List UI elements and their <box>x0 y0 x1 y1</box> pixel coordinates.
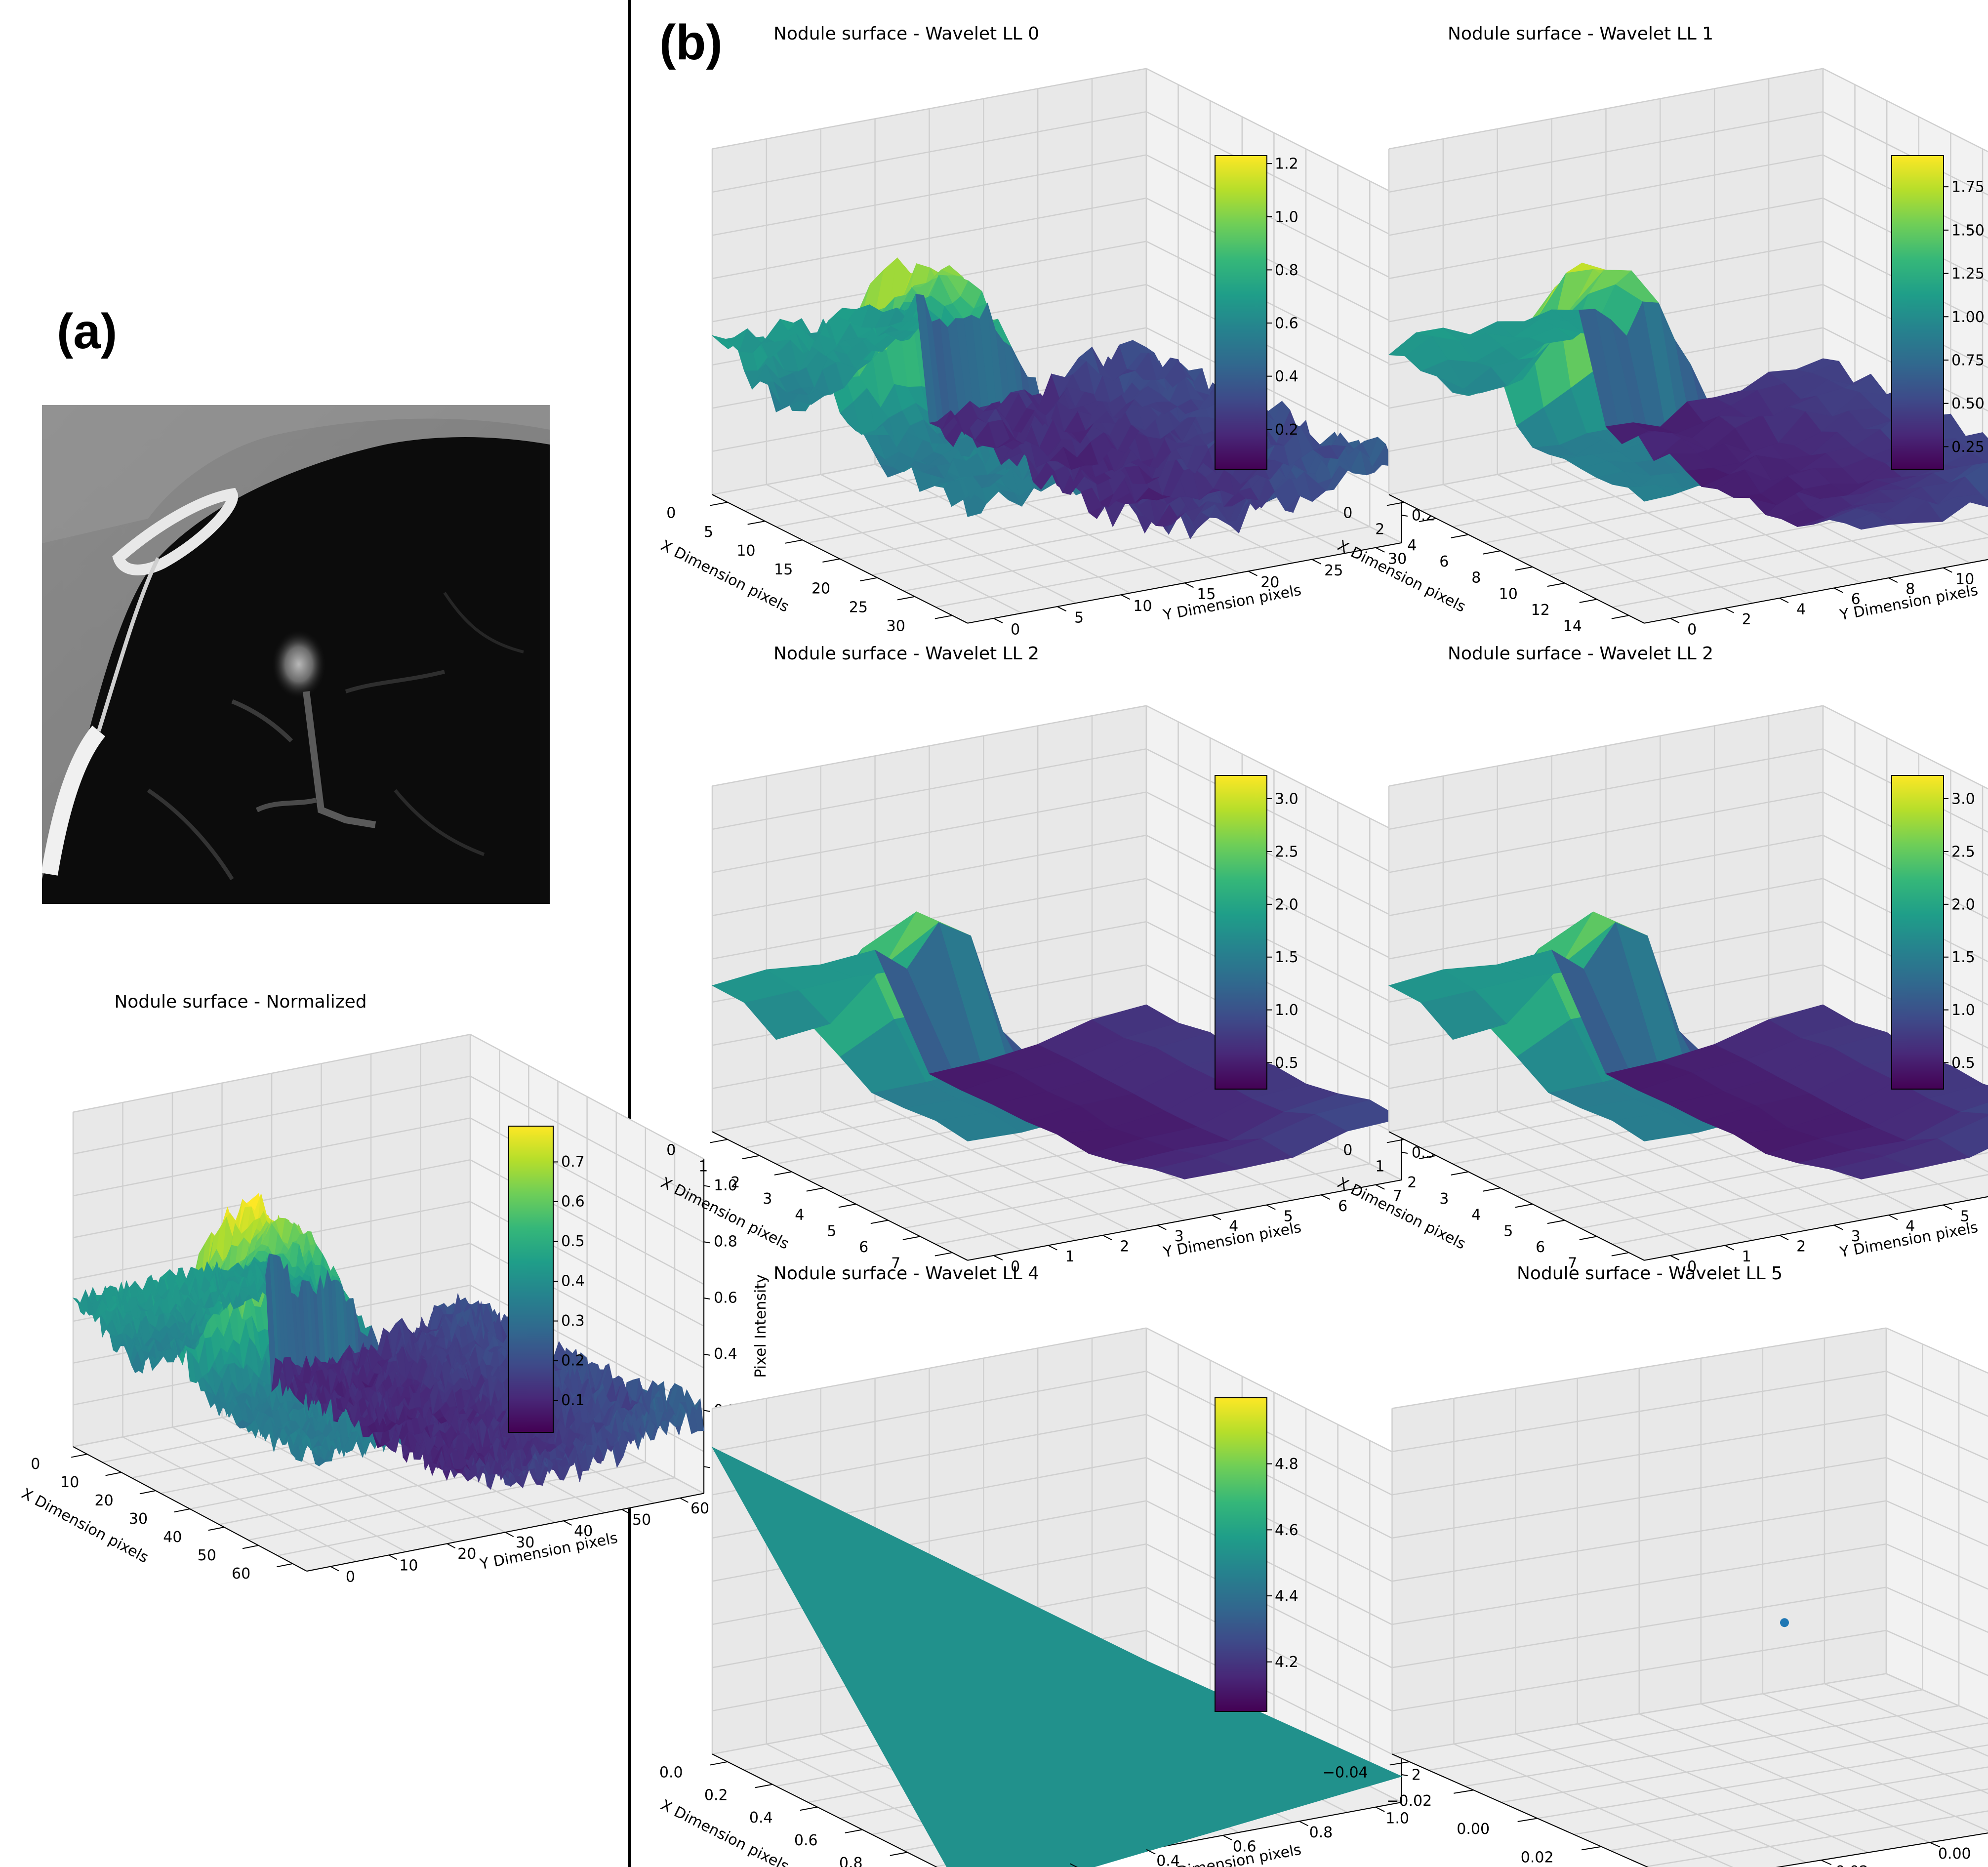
z-tick-label: 0.8 <box>714 1233 737 1251</box>
grid-line <box>73 1075 471 1155</box>
colorbar-tick-label: 0.5 <box>561 1233 585 1250</box>
x-tick-label: 40 <box>163 1529 182 1546</box>
colorbar <box>508 1126 554 1433</box>
y-tick-label: 50 <box>632 1511 651 1529</box>
z-tick-label: 0.6 <box>714 1289 737 1306</box>
colorbar-tick-label: 0.6 <box>561 1193 585 1210</box>
grid-line <box>470 1075 704 1202</box>
grid-line <box>73 1159 471 1238</box>
y-tick-label: 10 <box>399 1557 418 1574</box>
chart-normalized: Nodule surface - Normalized 0 10 20 30 40 50 60… <box>18 992 770 1585</box>
z-axis-label: Pixel Intensity <box>752 1274 770 1378</box>
colorbar-tick-label: 0.4 <box>561 1272 585 1290</box>
chart-title: Nodule surface - Normalized <box>114 992 366 1012</box>
panel-label-b: (b) <box>659 15 723 70</box>
y-tick-label: 20 <box>457 1545 476 1563</box>
ct-scan-image <box>42 405 550 904</box>
colorbar-tick-label: 0.3 <box>561 1312 585 1330</box>
x-tick-label: 10 <box>60 1474 79 1491</box>
grid-line <box>73 1117 471 1197</box>
colorbar-tick-label: 0.2 <box>561 1352 585 1370</box>
chart-title: Nodule surface - Wavelet LL 0 <box>773 24 1039 44</box>
y-tick-label: 60 <box>690 1500 709 1517</box>
x-tick-label: 0 <box>31 1456 40 1473</box>
x-tick-label: 20 <box>94 1492 113 1509</box>
surface <box>72 1193 704 1490</box>
panel-label-a: (a) <box>57 304 117 359</box>
z-tick-label: 0.4 <box>714 1345 737 1363</box>
colorbar-tick-label: 0.7 <box>561 1153 585 1171</box>
y-tick-label: 0 <box>346 1568 355 1585</box>
x-tick-label: 30 <box>129 1510 148 1528</box>
grid-line <box>73 1034 471 1113</box>
x-tick-label: 50 <box>198 1547 216 1564</box>
x-tick-label: 60 <box>232 1565 250 1583</box>
grid-line <box>470 1034 704 1160</box>
colorbar-tick-label: 0.1 <box>561 1392 585 1409</box>
grid-line <box>277 1477 675 1556</box>
